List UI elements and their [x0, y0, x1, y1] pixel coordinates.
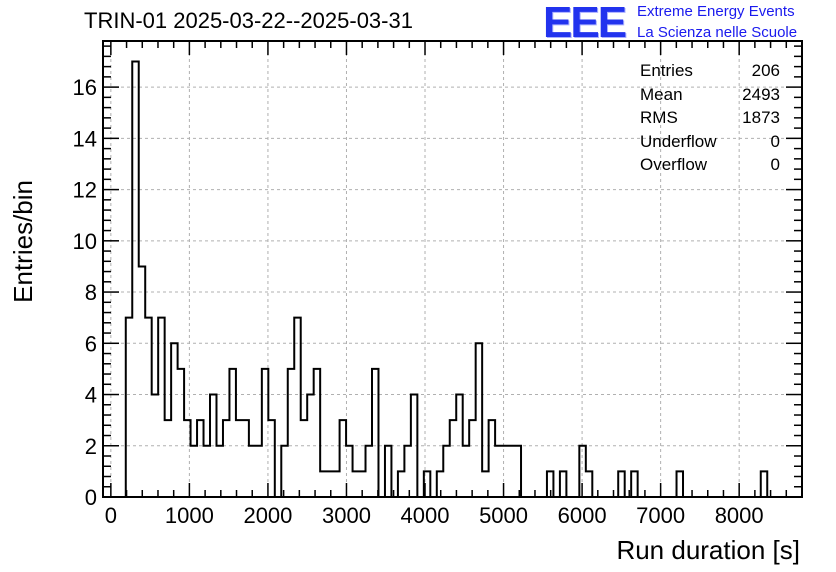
y-axis-label: Entries/bin [8, 180, 38, 303]
histogram-bin [255, 446, 261, 497]
stat-label: RMS [640, 108, 678, 127]
grid-lines [103, 41, 802, 497]
histogram-bin [463, 446, 469, 497]
logo-line-1: Extreme Energy Events [637, 3, 795, 20]
stat-value: 206 [751, 61, 780, 80]
x-tick-label: 4000 [401, 503, 450, 528]
histogram-bin [236, 420, 242, 497]
eee-logo: EEE [543, 0, 627, 47]
axis-ticks [103, 41, 803, 498]
y-tick-label: 12 [73, 178, 97, 203]
plot-border [102, 40, 803, 498]
stat-underflow: Underflow 0 [640, 130, 780, 154]
histogram-bin [353, 471, 359, 497]
histogram-bin [301, 420, 307, 497]
histogram-bin [191, 446, 197, 497]
x-tick-label: 1000 [165, 503, 214, 528]
plot-frame [102, 40, 803, 498]
stat-value: 1873 [742, 108, 780, 127]
x-tick-label: 5000 [479, 503, 528, 528]
histogram-bin [327, 471, 333, 497]
stat-label: Entries [640, 61, 693, 80]
y-tick-label: 2 [85, 434, 97, 459]
y-tick-label: 0 [85, 485, 97, 510]
histogram-bin [508, 446, 514, 497]
y-tick-label: 8 [85, 280, 97, 305]
y-tick-label: 14 [73, 126, 97, 151]
histogram-bin [216, 446, 222, 497]
stat-entries: Entries 206 [640, 59, 780, 83]
histogram-bin [333, 471, 339, 497]
chart-title: TRIN-01 2025-03-22--2025-03-31 [84, 8, 413, 33]
stat-mean: Mean 2493 [640, 83, 780, 107]
stat-label: Underflow [640, 131, 717, 151]
y-tick-label: 16 [73, 75, 97, 100]
stat-value: 2493 [742, 84, 780, 104]
x-tick-label: 6000 [558, 503, 607, 528]
histogram-bin [165, 420, 171, 497]
y-tick-label: 10 [73, 229, 97, 254]
x-axis-label: Run duration [s] [616, 535, 800, 565]
stat-label: Overflow [640, 155, 708, 174]
y-tick-label: 6 [85, 331, 97, 356]
logo-line-2: La Scienza nelle Scuole [637, 24, 798, 41]
x-tick-label: 0 [105, 503, 117, 528]
stat-value: 0 [770, 131, 780, 151]
x-tick-label: 3000 [322, 503, 371, 528]
histogram-bin [495, 446, 501, 497]
x-tick-label: 2000 [243, 503, 292, 528]
x-tick-label: 8000 [715, 503, 764, 528]
stat-overflow: Overflow 0 [640, 153, 780, 177]
x-tick-label: 7000 [636, 503, 685, 528]
histogram-bin [502, 446, 508, 497]
y-tick-label: 4 [85, 383, 97, 408]
histogram-bin [204, 446, 210, 497]
histogram-bin [249, 446, 255, 497]
stat-label: Mean [640, 84, 683, 104]
tick-labels: 0 1000 2000 3000 4000 5000 6000 7000 8000 0 2 4 6 8 10… [73, 75, 764, 528]
stat-rms: RMS 1873 [640, 106, 780, 130]
histogram-bin [320, 471, 326, 497]
stat-value: 0 [770, 155, 780, 174]
stats-box: Entries 206 Mean 2493 RMS 1873 Underflow… [640, 59, 780, 177]
